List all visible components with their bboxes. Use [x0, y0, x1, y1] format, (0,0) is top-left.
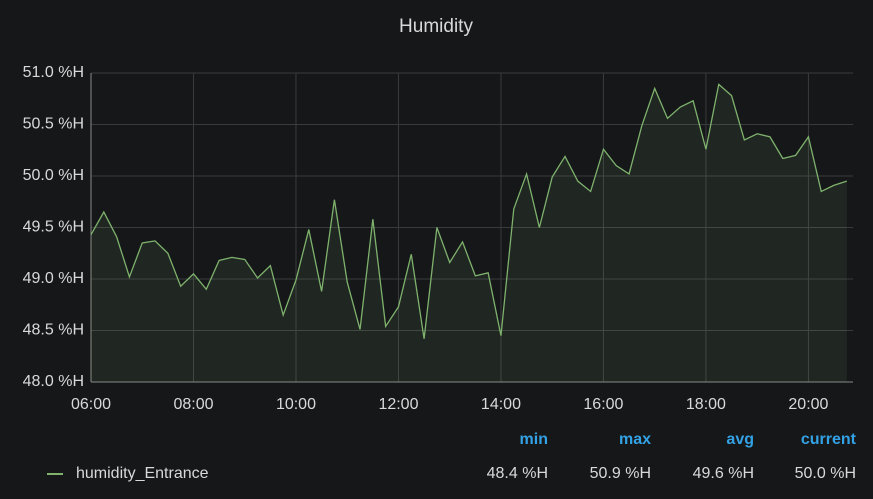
x-tick-label: 06:00 [71, 396, 111, 413]
x-tick-label: 14:00 [481, 396, 521, 413]
x-tick-label: 08:00 [173, 396, 213, 413]
x-tick-label: 20:00 [788, 396, 828, 413]
legend-header: min [520, 431, 548, 448]
legend-label[interactable]: humidity_Entrance [76, 465, 209, 482]
y-tick-label: 49.0 %H [23, 270, 84, 287]
x-tick-label: 12:00 [378, 396, 418, 413]
legend-value: 50.9 %H [590, 465, 651, 482]
legend-header: current [801, 431, 857, 448]
legend-value: 48.4 %H [487, 465, 548, 482]
y-tick-label: 48.5 %H [23, 322, 84, 339]
legend-value: 50.0 %H [795, 465, 856, 482]
y-tick-label: 50.0 %H [23, 167, 84, 184]
line [90, 83, 848, 339]
legend-header: avg [726, 431, 754, 448]
y-tick-label: 48.0 %H [23, 373, 84, 390]
x-tick-label: 16:00 [583, 396, 623, 413]
chart-title: Humidity [399, 16, 473, 37]
x-tick-label: 18:00 [686, 396, 726, 413]
y-tick-label: 51.0 %H [23, 64, 84, 81]
y-tick-label: 49.5 %H [23, 219, 84, 236]
y-tick-label: 50.5 %H [23, 116, 84, 133]
legend-value: 49.6 %H [693, 465, 754, 482]
legend-header: max [619, 431, 651, 448]
area [91, 84, 847, 382]
x-tick-label: 10:00 [276, 396, 316, 413]
